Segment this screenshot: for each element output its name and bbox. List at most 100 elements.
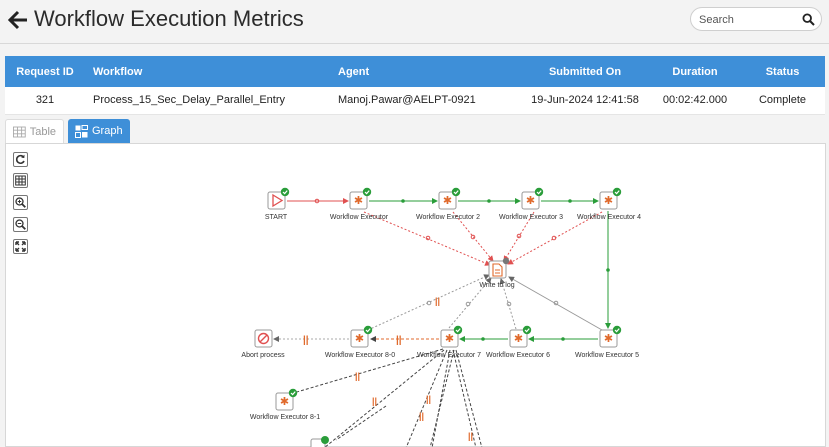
column-agent[interactable]: Agent — [330, 56, 520, 87]
tab-graph[interactable]: Graph — [68, 119, 130, 143]
node-write-to-log[interactable]: Write to log — [479, 257, 515, 289]
refresh-button[interactable] — [13, 152, 28, 167]
edge-we7-out4 — [452, 349, 477, 447]
column-request-id[interactable]: Request ID — [5, 56, 85, 87]
column-duration[interactable]: Duration — [650, 56, 740, 87]
stop-icon — [257, 332, 270, 345]
success-check-icon — [321, 436, 329, 444]
node-workflow-executor-2[interactable]: ✱ Workflow Executor 2 — [416, 187, 480, 221]
node-abort-process[interactable]: Abort process — [241, 329, 285, 359]
node-workflow-executor-5-label: Workflow Executor 5 — [575, 352, 639, 359]
refresh-icon — [15, 154, 25, 165]
search-icon[interactable] — [802, 13, 815, 26]
node-workflow-executor-label: Workflow Executor — [330, 214, 389, 221]
edge-marker — [465, 301, 471, 307]
node-abort-process-label: Abort process — [241, 352, 285, 359]
success-check-icon — [522, 325, 532, 335]
tab-table[interactable]: Table — [5, 119, 64, 143]
node-workflow-executor-8-1-label: Workflow Executor 8-1 — [250, 414, 320, 421]
edge-marker — [553, 300, 559, 306]
play-icon — [272, 193, 284, 208]
edge-we-log — [363, 211, 491, 266]
success-check-icon — [363, 325, 373, 335]
table-header-row: Request ID Workflow Agent Submitted On D… — [5, 56, 825, 87]
column-status[interactable]: Status — [740, 56, 825, 87]
table-row[interactable]: 321 Process_15_Sec_Delay_Parallel_Entry … — [5, 87, 825, 115]
success-check-icon — [612, 187, 622, 197]
column-workflow[interactable]: Workflow — [85, 56, 330, 87]
grid-button[interactable] — [13, 173, 28, 188]
executor-icon: ✱ — [526, 195, 535, 207]
search-box[interactable] — [690, 7, 822, 31]
edge-marker — [561, 337, 565, 341]
node-start[interactable]: START — [265, 187, 290, 221]
edge-parallel-marker: || — [426, 394, 431, 404]
fit-button[interactable] — [13, 239, 28, 254]
executor-icon: ✱ — [443, 195, 452, 207]
page-title: Workflow Execution Metrics — [34, 6, 304, 31]
edge-we5-log — [508, 276, 603, 331]
edge-marker — [426, 300, 432, 306]
node-workflow-executor-8-0[interactable]: ✱ Workflow Executor 8-0 — [325, 325, 395, 359]
edge-we2-log — [452, 211, 494, 262]
executor-icon: ✱ — [354, 195, 363, 207]
execution-table: Request ID Workflow Agent Submitted On D… — [5, 56, 825, 115]
edge-we81-out — [335, 405, 387, 441]
graph-icon — [75, 124, 88, 138]
tab-graph-label: Graph — [92, 125, 123, 137]
edge-we7-we81 — [289, 348, 444, 396]
node-workflow-executor-8-0-label: Workflow Executor 8-0 — [325, 352, 395, 359]
zoom-out-button[interactable] — [13, 217, 28, 232]
zoom-in-icon — [15, 197, 26, 208]
edge-we4-log — [507, 211, 603, 265]
executor-icon: ✱ — [355, 333, 364, 345]
zoom-out-icon — [15, 219, 26, 230]
tab-table-label: Table — [29, 125, 56, 138]
edge-we7-out1 — [324, 349, 445, 447]
edge-parallel-marker: || — [355, 371, 360, 381]
executor-icon: ✱ — [280, 396, 289, 408]
status-dot-icon — [502, 257, 510, 265]
cell-agent: Manoj.Pawar@AELPT-0921 — [330, 87, 520, 115]
edge-marker — [470, 234, 476, 240]
edge-parallel-marker: || — [419, 411, 424, 421]
edge-marker — [487, 199, 491, 203]
node-workflow-executor-4-label: Workflow Executor 4 — [577, 214, 641, 221]
success-check-icon — [451, 187, 461, 197]
success-check-icon — [362, 187, 372, 197]
edge-marker — [606, 268, 610, 272]
back-arrow-icon[interactable] — [8, 10, 28, 30]
node-workflow-executor[interactable]: ✱ Workflow Executor — [330, 187, 389, 221]
edge-marker — [516, 233, 522, 239]
workflow-graph: || || || || || || — [241, 187, 641, 447]
edge-marker — [314, 198, 320, 204]
column-submitted-on[interactable]: Submitted On — [520, 56, 650, 87]
node-workflow-executor-3[interactable]: ✱ Workflow Executor 3 — [499, 187, 563, 221]
node-workflow-executor-6[interactable]: ✱ Workflow Executor 6 — [486, 325, 550, 359]
graph-panel[interactable]: || || || || || || — [5, 143, 826, 447]
node-workflow-executor-7[interactable]: ✱ Workflow Executor 7 — [417, 325, 481, 359]
table-icon — [13, 126, 26, 137]
zoom-in-button[interactable] — [13, 195, 28, 210]
node-workflow-executor-8-1[interactable]: ✱ Workflow Executor 8-1 — [250, 388, 320, 421]
search-input[interactable] — [699, 11, 799, 29]
edge-marker — [551, 235, 557, 241]
success-check-icon — [612, 325, 622, 335]
log-file-icon — [492, 263, 503, 277]
edge-marker — [401, 199, 405, 203]
edge-marker — [568, 199, 572, 203]
node-workflow-executor-5[interactable]: ✱ Workflow Executor 5 — [575, 325, 639, 359]
node-start-label: START — [265, 214, 288, 221]
edge-marker — [506, 301, 512, 307]
success-check-icon — [288, 388, 298, 398]
node-workflow-executor-4[interactable]: ✱ Workflow Executor 4 — [577, 187, 641, 221]
node-partial-bottom[interactable] — [310, 436, 329, 447]
executor-icon: ✱ — [514, 333, 523, 345]
success-check-icon — [280, 187, 290, 197]
graph-edges: || || || || || || — [273, 198, 611, 447]
node-write-to-log-label: Write to log — [479, 282, 514, 289]
edge-we3-log — [503, 211, 535, 262]
node-workflow-executor-6-label: Workflow Executor 6 — [486, 352, 550, 359]
edge-parallel-marker: || — [468, 431, 473, 441]
cell-workflow: Process_15_Sec_Delay_Parallel_Entry — [85, 87, 330, 115]
